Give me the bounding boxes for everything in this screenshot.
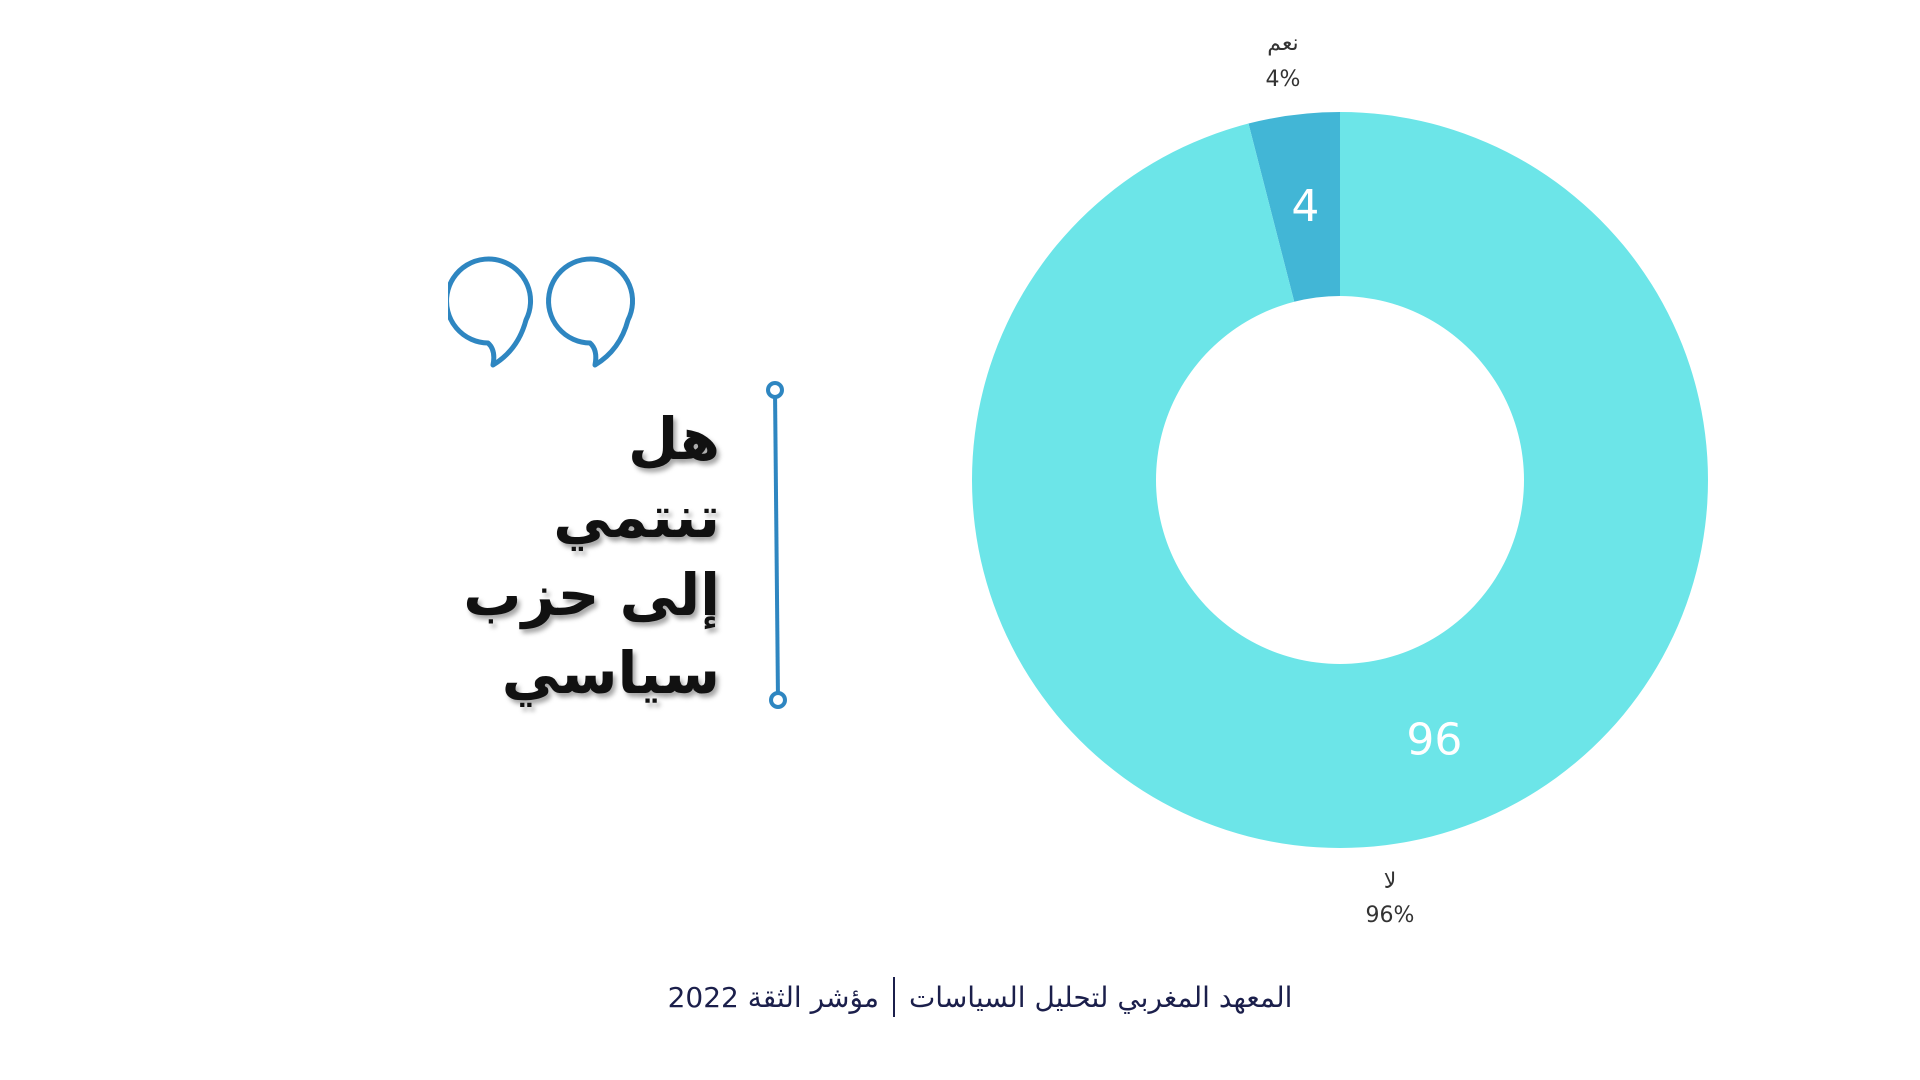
slice-percent-label-2: 96%: [1366, 903, 1415, 928]
question-line-1: هل: [628, 405, 720, 473]
question-title: هل تنتمي إلى حزب سياسي: [360, 400, 720, 712]
question-line-3: إلى حزب: [463, 561, 720, 629]
footer-institute: المعهد المغربي لتحليل السياسات: [908, 980, 1293, 1014]
footer-separator: [892, 977, 895, 1017]
slice-category-label-2: لا: [1384, 869, 1397, 894]
question-line-4: سياسي: [501, 639, 720, 707]
donut-slice-2: [971, 112, 1708, 848]
slice-value-label-2: 96: [1406, 714, 1462, 765]
question-line-2: تنتمي: [553, 483, 720, 551]
slice-value-label-1: 4: [1291, 181, 1319, 232]
slice-category-label-1: نعم: [1267, 31, 1298, 56]
slice-percent-label-1: 4%: [1266, 67, 1301, 92]
donut-slice-1: [1248, 112, 1340, 302]
footer-report: مؤشر الثقة 2022: [667, 980, 879, 1014]
quotation-mark-icon: [448, 256, 636, 368]
footer: المعهد المغربي لتحليل السياسات مؤشر الثق…: [0, 975, 1920, 1019]
